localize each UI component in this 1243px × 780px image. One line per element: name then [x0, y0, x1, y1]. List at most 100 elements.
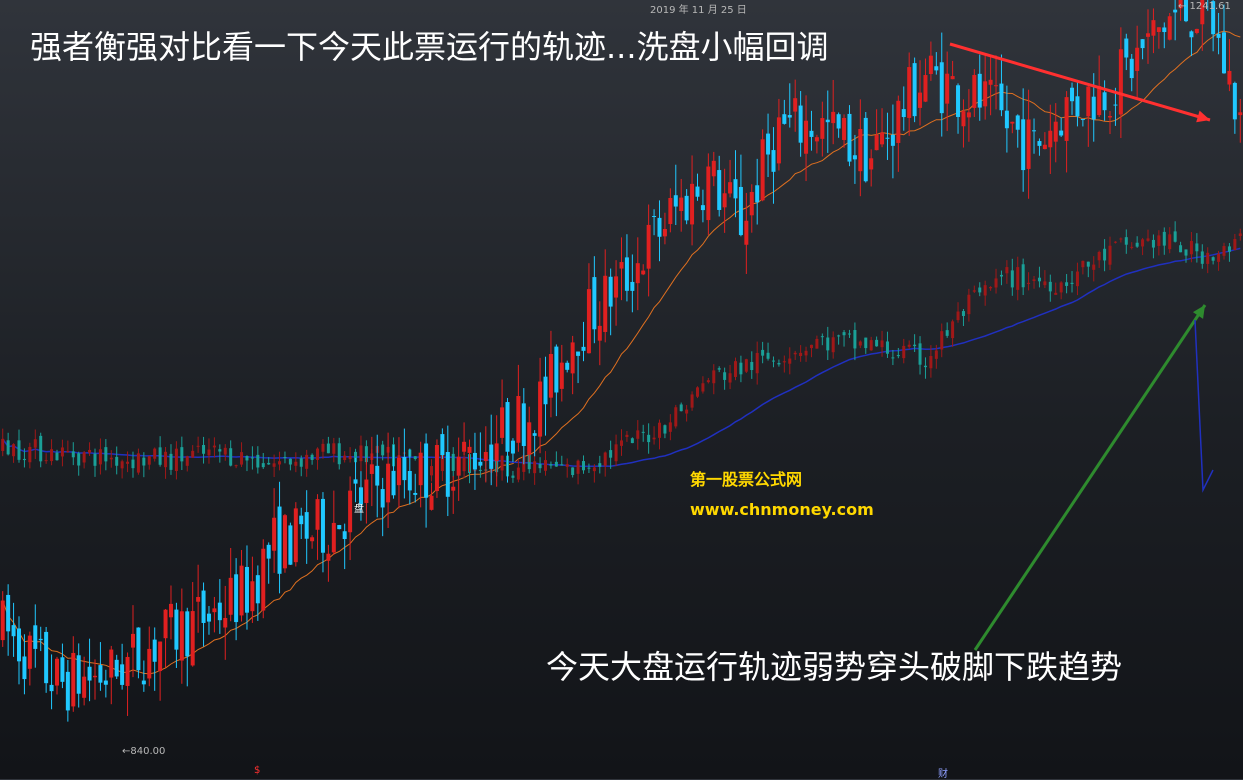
stock-candle-body	[956, 85, 961, 117]
stock-candle-body	[597, 325, 602, 341]
index-candle-body	[12, 444, 16, 457]
stock-candle-body	[635, 263, 640, 284]
index-candle-body	[299, 458, 303, 467]
stock-candle-body	[858, 128, 863, 172]
stock-candle-body	[592, 277, 597, 330]
index-candle-body	[1184, 249, 1188, 256]
index-candle-body	[120, 461, 124, 469]
index-candle-body	[1189, 240, 1193, 255]
stock-candle-body	[814, 137, 819, 142]
index-candle-body	[261, 463, 265, 468]
stock-candle-body	[1211, 1, 1216, 35]
stock-candle-body	[1075, 96, 1080, 117]
stock-candle-body	[1173, 9, 1178, 13]
index-candle-body	[799, 352, 803, 357]
stock-candle-body	[1037, 141, 1042, 146]
stock-candle-body	[1216, 33, 1221, 38]
index-trend-annotation: 今天大盘运行轨迹弱势穿头破脚下跌趋势	[546, 648, 1123, 686]
chart-title-annotation: 强者衡强对比看一下今天此票运行的轨迹...洗盘小幅回调	[30, 28, 829, 66]
index-candle-body	[191, 450, 195, 458]
stock-candle-body	[1048, 130, 1053, 148]
stock-candle-body	[71, 652, 76, 707]
stock-candle-body	[1042, 144, 1047, 150]
stock-candle-body	[65, 671, 70, 711]
index-candle-body	[1065, 282, 1069, 286]
stock-candle-body	[847, 113, 852, 162]
stock-candle-body	[147, 648, 152, 679]
stock-candle-body	[711, 160, 716, 177]
index-candle-body	[782, 361, 786, 363]
index-candle-body	[115, 456, 119, 466]
stock-candle-body	[836, 114, 841, 129]
index-candle-body	[1135, 242, 1139, 247]
stock-candle-body	[82, 676, 87, 698]
index-candle-body	[223, 447, 227, 455]
stock-candle-body	[657, 217, 662, 237]
stock-candle-body	[1151, 20, 1156, 36]
stock-candle-body	[869, 158, 874, 170]
index-candle-body	[994, 278, 998, 288]
stock-candle-body	[706, 166, 711, 221]
stock-candle-body	[6, 594, 11, 632]
stock-candle-body	[407, 470, 412, 491]
stock-candle-body	[234, 574, 239, 623]
stock-candle-body	[901, 109, 906, 118]
index-candle-body	[169, 453, 173, 470]
index-candle-body	[44, 460, 48, 462]
index-candle-body	[1200, 251, 1204, 264]
stock-candle-body	[890, 134, 895, 146]
stock-candle-body	[1178, 0, 1183, 9]
stock-candle-body	[217, 602, 222, 621]
stock-candle-body	[505, 402, 510, 452]
index-candle-body	[305, 454, 309, 469]
index-candle-body	[809, 344, 813, 349]
stock-candle-body	[277, 506, 282, 574]
index-candle-body	[1027, 282, 1031, 285]
index-candle-body	[826, 337, 830, 351]
stock-candle-body	[33, 625, 38, 649]
index-candle-body	[82, 452, 86, 463]
stock-candle-body	[467, 446, 472, 453]
stock-candle-body	[988, 79, 993, 85]
stock-candle-body	[358, 487, 363, 505]
index-candle-body	[907, 344, 911, 347]
stock-candle-body	[565, 362, 570, 370]
index-candle-body	[1075, 271, 1079, 287]
stock-candle-body	[603, 275, 608, 332]
index-candle-body	[413, 456, 417, 460]
index-candle-body	[294, 461, 298, 466]
index-candle-body	[788, 358, 792, 364]
stock-candle-body	[342, 531, 347, 540]
stock-candle-body	[120, 664, 125, 685]
stock-candle-body	[16, 628, 21, 662]
index-candle-body	[33, 439, 37, 448]
index-candle-body	[815, 338, 819, 349]
green-trend-arrow	[973, 304, 1207, 651]
stock-candle-body	[429, 495, 434, 510]
stock-candle-body	[820, 118, 825, 139]
index-candle-body	[359, 445, 363, 462]
index-candle-body	[272, 463, 276, 467]
index-candle-body	[1233, 239, 1237, 250]
stock-candle-body	[375, 465, 380, 486]
stock-candle-body	[141, 680, 146, 685]
stock-candle-body	[136, 627, 141, 671]
index-candle-body	[701, 383, 705, 392]
stock-candle-body	[413, 492, 418, 495]
index-candle-body	[17, 440, 21, 460]
stock-candle-body	[22, 656, 27, 680]
index-candle-body	[744, 359, 748, 372]
stock-candle-body	[440, 434, 445, 456]
stock-candle-body	[918, 92, 923, 108]
index-candle-body	[88, 449, 92, 453]
max-price-label: ← 1241.61	[1178, 1, 1231, 12]
index-candle-body	[39, 435, 43, 462]
stock-candle-body	[1118, 49, 1123, 115]
index-candle-body	[896, 355, 900, 357]
index-candle-body	[956, 311, 960, 321]
stock-candle-body	[282, 515, 287, 569]
index-candle-body	[755, 352, 759, 374]
index-candle-body	[652, 437, 656, 440]
stock-candle-body	[483, 451, 488, 461]
index-candle-body	[218, 449, 222, 452]
